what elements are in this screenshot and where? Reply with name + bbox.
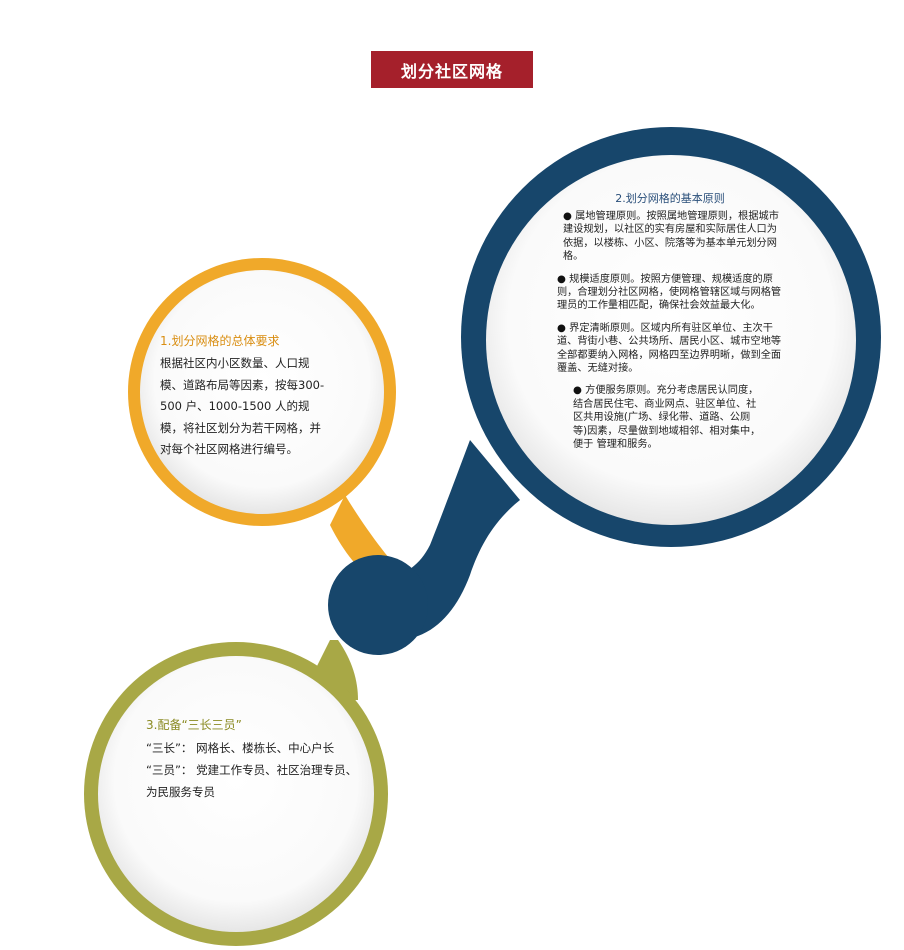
section3-line2: “三员”： 党建工作专员、社区治理专员、为民服务专员 xyxy=(146,763,358,799)
section1-content: 1.划分网格的总体要求 根据社区内小区数量、人口规模、道路布局等因素，按每300… xyxy=(160,332,330,461)
principle-item: 方便服务原则。充分考虑居民认同度，结合居民住宅、商业网点、驻区单位、社区共用设施… xyxy=(557,384,763,451)
olive-bubble xyxy=(84,640,388,946)
section3-content: 3.配备“三长三员” “三长”： 网格长、楼栋长、中心户长 “三员”： 党建工作… xyxy=(146,716,360,803)
principle-item: 属地管理原则。按照属地管理原则，根据城市建设规划，以社区的实有房屋和实际居住人口… xyxy=(557,210,783,264)
section2-title: 2.划分网格的基本原则 xyxy=(615,192,725,205)
section1-text: 根据社区内小区数量、人口规模、道路布局等因素，按每300-500 户、1000-… xyxy=(160,356,325,456)
section1-title: 1.划分网格的总体要求 xyxy=(160,334,280,348)
principle-item: 规模适度原则。按照方便管理、规模适度的原则，合理划分社区网格，使网格管辖区域与网… xyxy=(557,273,783,313)
center-hub xyxy=(328,555,428,655)
section3-title: 3.配备“三长三员” xyxy=(146,718,242,732)
section2-content: 2.划分网格的基本原则 属地管理原则。按照属地管理原则，根据城市建设规划，以社区… xyxy=(557,190,783,461)
principle-item: 界定清晰原则。区域内所有驻区单位、主次干道、背街小巷、公共场所、居民小区、城市空… xyxy=(557,322,783,376)
page-title: 划分社区网格 xyxy=(371,51,533,88)
section3-line1: “三长”： 网格长、楼栋长、中心户长 xyxy=(146,741,335,755)
